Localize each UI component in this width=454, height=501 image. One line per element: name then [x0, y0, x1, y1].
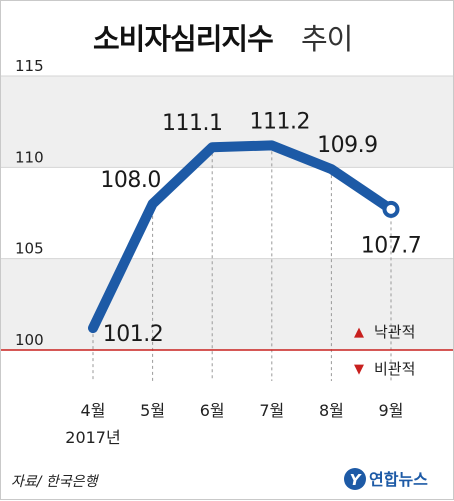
x-year-label: 2017년 [65, 428, 120, 447]
gridlines [1, 75, 453, 260]
band-1 [1, 258, 453, 350]
legend: ▲ 낙관적 ▼ 비관적 [354, 323, 415, 378]
chart-subtitle: 추이 [301, 22, 352, 56]
triangle-down-icon: ▼ [354, 362, 364, 377]
logo-mark-icon [344, 468, 366, 490]
y-tick-label: 110 [15, 148, 44, 166]
data-label: 108.0 [100, 168, 160, 193]
x-guides [92, 151, 392, 381]
chart-title: 소비자심리지수 [93, 22, 273, 56]
data-label: 111.1 [162, 111, 222, 136]
data-label: 111.2 [250, 109, 310, 134]
data-label: 107.7 [361, 233, 421, 258]
background-bands [1, 76, 453, 350]
x-tick-label: 5월 [140, 401, 165, 420]
x-tick-label: 4월 [81, 401, 106, 420]
y-axis-ticks: 100 105 110 115 [15, 57, 44, 349]
data-label: 109.9 [317, 133, 377, 158]
series-line [88, 140, 396, 334]
x-tick-label: 8월 [319, 401, 344, 420]
yonhap-logo: Y 연합뉴스 [344, 468, 428, 490]
x-tick-label: 6월 [200, 401, 225, 420]
legend-down-label: 비관적 [374, 360, 415, 378]
triangle-up-icon: ▲ [354, 325, 364, 340]
data-label: 101.2 [103, 322, 163, 347]
data-points [382, 200, 400, 218]
series-polyline [88, 140, 396, 334]
legend-up-label: 낙관적 [374, 323, 415, 341]
logo-text: 연합뉴스 [369, 470, 428, 489]
band-0 [1, 76, 453, 168]
x-tick-label: 7월 [259, 401, 284, 420]
y-tick-label: 100 [15, 331, 44, 349]
source-note: 자료/ 한국은행 [11, 474, 100, 490]
end-marker [382, 200, 400, 218]
data-labels: 101.2 108.0 111.1 111.2 109.9 107.7 [100, 109, 421, 347]
logo-mark-letter: Y [350, 471, 363, 489]
y-tick-label: 105 [15, 240, 44, 258]
x-axis-ticks: 4월 5월 6월 7월 8월 9월 [81, 401, 404, 420]
y-tick-label: 115 [15, 57, 44, 75]
x-tick-label: 9월 [379, 401, 404, 420]
